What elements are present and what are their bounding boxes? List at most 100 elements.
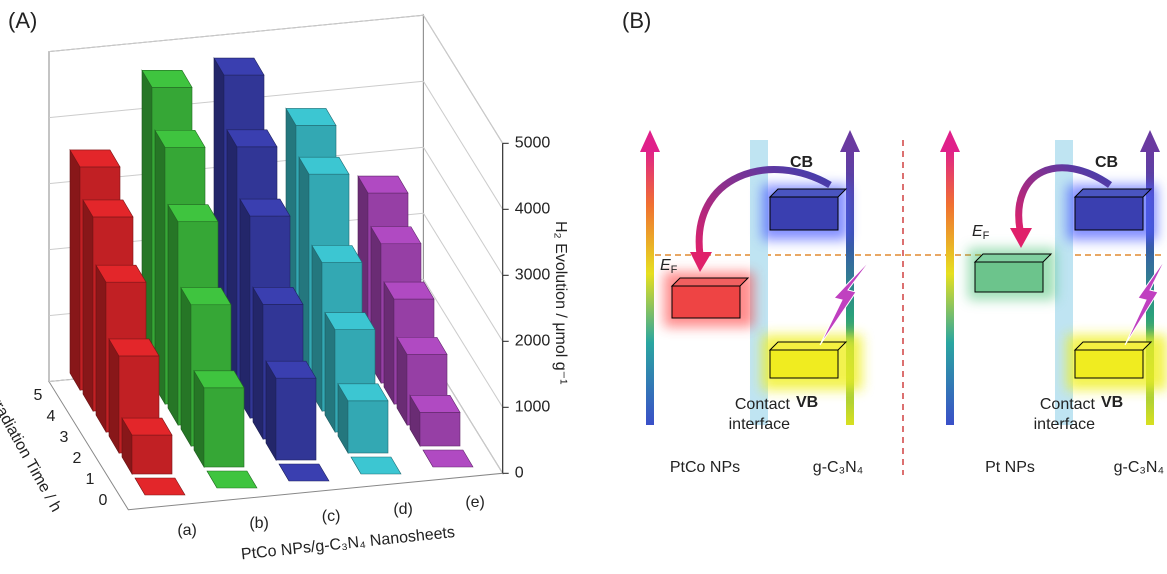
bar-front bbox=[275, 377, 317, 461]
vb-box bbox=[769, 349, 839, 379]
bar-top bbox=[82, 199, 134, 218]
y-tick-label: 2000 bbox=[515, 333, 551, 350]
vb-box bbox=[768, 341, 848, 351]
metal-box bbox=[974, 261, 1044, 293]
arrow-head bbox=[940, 130, 960, 152]
bar-top bbox=[206, 470, 258, 489]
diagram-b: (B) CB VB EF Contact interface PtCo NPs … bbox=[622, 8, 1167, 476]
bar-top bbox=[69, 149, 121, 168]
grid-line bbox=[422, 212, 504, 342]
bar-front bbox=[347, 400, 389, 454]
y-tick-label: 4000 bbox=[515, 201, 551, 218]
cb-box bbox=[769, 196, 839, 231]
metal-label: PtCo NPs bbox=[670, 459, 740, 476]
bar-front bbox=[419, 412, 461, 447]
bar-top bbox=[324, 312, 376, 331]
cb-label: CB bbox=[1095, 154, 1118, 171]
bar-top bbox=[337, 383, 389, 402]
interface-label: interface bbox=[729, 416, 790, 433]
x-axis-label: PtCo NPs/g-C₃N₄ Nanosheets bbox=[240, 524, 456, 563]
vb-box bbox=[1074, 349, 1144, 379]
bar-side bbox=[108, 337, 120, 455]
panel-label: (A) bbox=[8, 8, 37, 33]
arrow-head bbox=[840, 130, 860, 152]
metal-box bbox=[671, 285, 741, 319]
interface-label: interface bbox=[1034, 416, 1095, 433]
cb-label: CB bbox=[790, 154, 813, 171]
depth-tick-label: 0 bbox=[98, 492, 107, 509]
y-tick-label: 3000 bbox=[515, 267, 551, 284]
chart-a: (A) 0 1000 2000 3000 4000 5000 H₂ Evolution / … bbox=[0, 8, 569, 564]
bar-top bbox=[239, 198, 291, 217]
metal-box bbox=[670, 277, 750, 287]
fermi-symbol: E bbox=[660, 257, 671, 274]
depth-tick-label: 4 bbox=[46, 408, 55, 425]
bar-top bbox=[252, 287, 304, 305]
depth-tick-label: 5 bbox=[33, 387, 42, 404]
cb-box bbox=[768, 188, 848, 198]
fermi-label: EF bbox=[660, 257, 678, 276]
cb-box bbox=[1074, 196, 1144, 231]
depth-tick-label: 1 bbox=[85, 471, 94, 488]
grid-line bbox=[422, 146, 504, 276]
bar-top bbox=[350, 456, 402, 475]
bar bbox=[121, 416, 173, 476]
depth-tick-label: 2 bbox=[72, 450, 81, 467]
bar-top bbox=[396, 337, 448, 355]
electron-transfer-arrow bbox=[695, 166, 832, 256]
bar bbox=[422, 449, 474, 468]
bar bbox=[337, 382, 389, 455]
fermi-subscript: F bbox=[983, 230, 990, 242]
bar bbox=[265, 360, 317, 462]
bar-side bbox=[82, 198, 94, 413]
y-axis-label: H₂ Evolution / μmol g⁻¹ bbox=[552, 221, 569, 384]
bar-top bbox=[141, 70, 193, 88]
energy-axis bbox=[646, 150, 654, 425]
grid-line bbox=[422, 278, 504, 408]
x-tick-label: (e) bbox=[465, 494, 485, 511]
bar-top bbox=[108, 338, 160, 357]
panel: CB VB EF Contact interface Pt NPs g-C₃N₄ bbox=[940, 130, 1167, 476]
bar-front bbox=[203, 387, 245, 468]
depth-tick-label: 3 bbox=[59, 429, 68, 446]
bar-top bbox=[226, 129, 278, 148]
bar-side bbox=[383, 280, 395, 406]
panel-label: (B) bbox=[622, 8, 651, 33]
bar-top bbox=[180, 287, 232, 306]
y-tick-label: 1000 bbox=[515, 399, 551, 416]
bar bbox=[193, 369, 245, 469]
bar bbox=[350, 456, 402, 475]
metal-label: Pt NPs bbox=[985, 459, 1035, 476]
arrow-head bbox=[1010, 228, 1032, 248]
bar-top bbox=[409, 395, 461, 413]
bar-top bbox=[278, 463, 330, 482]
bar-top bbox=[311, 245, 363, 263]
bar-top bbox=[265, 360, 317, 379]
bar-top bbox=[167, 204, 219, 223]
metal-box bbox=[973, 253, 1053, 263]
bar-top bbox=[370, 226, 422, 245]
bar-top bbox=[357, 175, 409, 194]
bar-top bbox=[422, 449, 474, 468]
bar bbox=[134, 477, 186, 496]
bar-top bbox=[298, 156, 350, 175]
bar bbox=[278, 463, 330, 482]
semiconductor-label: g-C₃N₄ bbox=[1114, 459, 1164, 476]
x-tick-label: (b) bbox=[249, 515, 269, 532]
interface-label: Contact bbox=[1040, 396, 1096, 413]
bar-side bbox=[252, 286, 264, 441]
bar-side bbox=[180, 286, 192, 448]
grid-line bbox=[48, 14, 424, 53]
electron-transfer-arrow bbox=[1015, 164, 1113, 231]
light-bolt bbox=[819, 257, 873, 346]
semiconductor-label: g-C₃N₄ bbox=[813, 459, 863, 476]
x-tick-label: (c) bbox=[322, 508, 341, 525]
bar bbox=[206, 470, 258, 489]
bar-top bbox=[154, 129, 206, 148]
bar-side bbox=[324, 311, 336, 434]
energy-axis bbox=[946, 150, 954, 425]
bar-top bbox=[213, 57, 265, 76]
arrow-head bbox=[640, 130, 660, 152]
fermi-symbol: E bbox=[972, 223, 983, 240]
